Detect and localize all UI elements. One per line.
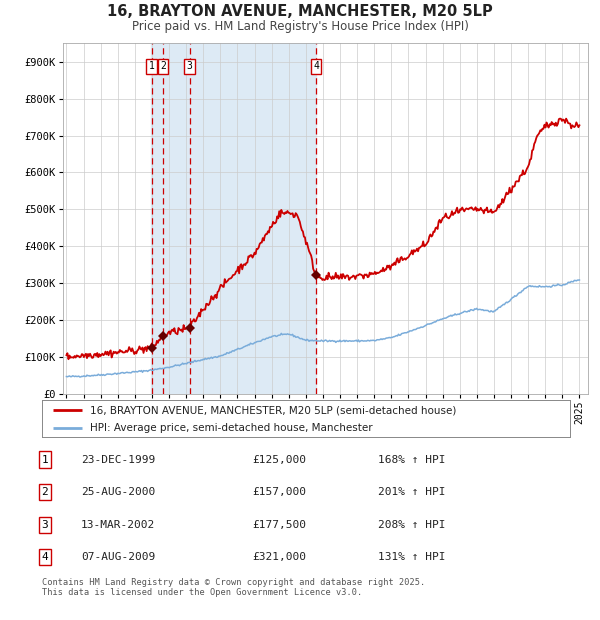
Text: 13-MAR-2002: 13-MAR-2002	[81, 520, 155, 529]
Text: Contains HM Land Registry data © Crown copyright and database right 2025.
This d: Contains HM Land Registry data © Crown c…	[42, 578, 425, 597]
Text: 201% ↑ HPI: 201% ↑ HPI	[378, 487, 445, 497]
Text: 3: 3	[187, 61, 193, 71]
Text: 131% ↑ HPI: 131% ↑ HPI	[378, 552, 445, 562]
Text: 208% ↑ HPI: 208% ↑ HPI	[378, 520, 445, 529]
Text: Price paid vs. HM Land Registry's House Price Index (HPI): Price paid vs. HM Land Registry's House …	[131, 20, 469, 33]
Text: 07-AUG-2009: 07-AUG-2009	[81, 552, 155, 562]
Text: £157,000: £157,000	[252, 487, 306, 497]
Text: 2: 2	[160, 61, 166, 71]
Text: 168% ↑ HPI: 168% ↑ HPI	[378, 454, 445, 464]
Text: 1: 1	[41, 454, 49, 464]
Text: 16, BRAYTON AVENUE, MANCHESTER, M20 5LP: 16, BRAYTON AVENUE, MANCHESTER, M20 5LP	[107, 4, 493, 19]
Text: £125,000: £125,000	[252, 454, 306, 464]
Text: 4: 4	[313, 61, 319, 71]
Text: 16, BRAYTON AVENUE, MANCHESTER, M20 5LP (semi-detached house): 16, BRAYTON AVENUE, MANCHESTER, M20 5LP …	[89, 405, 456, 415]
Text: 23-DEC-1999: 23-DEC-1999	[81, 454, 155, 464]
Text: £321,000: £321,000	[252, 552, 306, 562]
Bar	[151, 43, 316, 394]
Text: 3: 3	[41, 520, 49, 529]
Text: £177,500: £177,500	[252, 520, 306, 529]
Text: 2: 2	[41, 487, 49, 497]
Text: 4: 4	[41, 552, 49, 562]
Text: 25-AUG-2000: 25-AUG-2000	[81, 487, 155, 497]
Text: 1: 1	[149, 61, 155, 71]
Text: HPI: Average price, semi-detached house, Manchester: HPI: Average price, semi-detached house,…	[89, 423, 372, 433]
